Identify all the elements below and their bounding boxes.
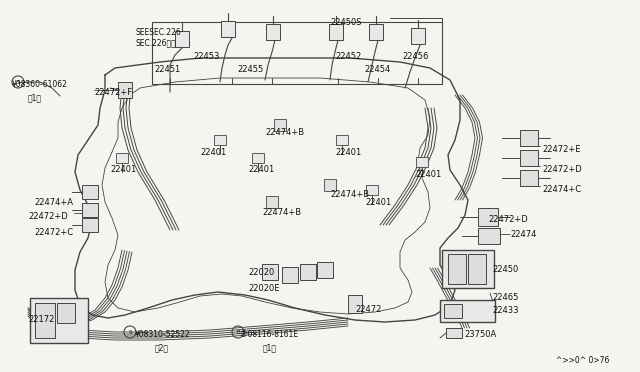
Text: 22401: 22401	[110, 165, 136, 174]
Bar	[30, 298, 88, 343]
Text: （1）: （1）	[28, 93, 42, 102]
Text: 22401: 22401	[415, 170, 441, 179]
Bar	[214, 135, 226, 145]
Bar	[520, 170, 538, 186]
Text: 23750A: 23750A	[464, 330, 496, 339]
Bar	[82, 185, 98, 199]
Bar	[366, 185, 378, 195]
Bar	[416, 157, 428, 167]
Text: B: B	[236, 330, 240, 334]
Text: ®08116-8161E: ®08116-8161E	[240, 330, 298, 339]
Bar	[282, 267, 298, 283]
Bar	[520, 130, 538, 146]
Bar	[442, 250, 494, 288]
Bar	[317, 262, 333, 278]
Bar	[444, 304, 462, 318]
Text: S: S	[128, 330, 132, 334]
Text: 22401: 22401	[335, 148, 361, 157]
Text: SEC.226参照: SEC.226参照	[135, 38, 176, 47]
Text: 22474+B: 22474+B	[330, 190, 369, 199]
Bar	[82, 218, 98, 232]
Text: （2）: （2）	[155, 343, 169, 352]
Text: 22472+D: 22472+D	[542, 165, 582, 174]
Bar	[262, 264, 278, 280]
Text: （1）: （1）	[263, 343, 277, 352]
Text: 22401: 22401	[365, 198, 391, 207]
Bar	[336, 135, 348, 145]
Text: 22474+A: 22474+A	[34, 198, 73, 207]
Text: SEESEC.226: SEESEC.226	[135, 28, 180, 37]
Bar	[440, 300, 495, 322]
Text: 22450S: 22450S	[330, 18, 362, 27]
Bar	[468, 254, 486, 284]
Text: 22456: 22456	[402, 52, 428, 61]
Bar	[329, 24, 343, 40]
Bar	[478, 228, 500, 244]
Text: 22472+D: 22472+D	[488, 215, 528, 224]
Text: 22474+B: 22474+B	[262, 208, 301, 217]
Bar	[369, 24, 383, 40]
Text: 22474: 22474	[510, 230, 536, 239]
Text: 22433: 22433	[492, 306, 518, 315]
Bar	[348, 295, 362, 313]
Text: 22452: 22452	[335, 52, 361, 61]
Text: 22453: 22453	[193, 52, 220, 61]
Bar	[324, 179, 336, 191]
Text: 22472+E: 22472+E	[542, 145, 580, 154]
Text: 22465: 22465	[492, 293, 518, 302]
Bar	[448, 254, 466, 284]
Bar	[274, 119, 286, 131]
Text: 22455: 22455	[237, 65, 263, 74]
Text: 22450: 22450	[492, 265, 518, 274]
Text: ^>>0^ 0>76: ^>>0^ 0>76	[556, 356, 609, 365]
Text: 22472+D: 22472+D	[28, 212, 68, 221]
Text: 22401: 22401	[248, 165, 275, 174]
Bar	[446, 328, 462, 338]
Text: 22474+C: 22474+C	[542, 185, 581, 194]
Text: 22020E: 22020E	[248, 284, 280, 293]
Text: S: S	[16, 80, 20, 84]
Bar	[118, 82, 132, 98]
Text: 22472+F: 22472+F	[94, 88, 132, 97]
Text: 22454: 22454	[364, 65, 390, 74]
Bar	[300, 264, 316, 280]
Text: 22474+B: 22474+B	[265, 128, 304, 137]
Bar	[116, 153, 128, 163]
Bar	[411, 28, 425, 44]
Text: 22172: 22172	[28, 315, 54, 324]
Bar	[478, 208, 498, 226]
Bar	[57, 303, 75, 323]
Text: 22020: 22020	[248, 268, 275, 277]
Text: 22401: 22401	[200, 148, 227, 157]
Bar	[221, 21, 235, 37]
Bar	[266, 196, 278, 208]
Bar	[35, 303, 55, 338]
Text: 22472: 22472	[355, 305, 381, 314]
Bar	[266, 24, 280, 40]
Bar	[82, 203, 98, 217]
Text: ¥08310-52522: ¥08310-52522	[135, 330, 191, 339]
Bar	[252, 153, 264, 163]
Bar	[152, 22, 442, 84]
Text: 22451: 22451	[154, 65, 180, 74]
Bar	[175, 31, 189, 47]
Bar	[520, 150, 538, 166]
Text: 22472+C: 22472+C	[34, 228, 73, 237]
Text: ¥08360-61062: ¥08360-61062	[12, 80, 68, 89]
